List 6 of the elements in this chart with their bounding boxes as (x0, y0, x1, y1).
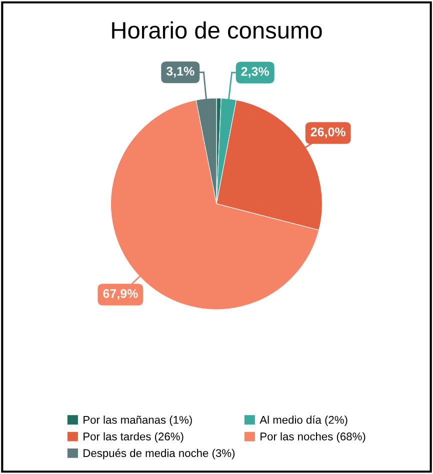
legend-label: Al medio día (2%) (260, 415, 348, 426)
legend-label: Por las tardes (26%) (84, 432, 184, 443)
legend-label: Por las noches (68%) (260, 432, 366, 443)
chart-title: Horario de consumo (112, 21, 322, 39)
legend-label: Después de media noche (3%) (84, 448, 235, 460)
legend-label: Por las mañanas (1%) (84, 416, 192, 426)
